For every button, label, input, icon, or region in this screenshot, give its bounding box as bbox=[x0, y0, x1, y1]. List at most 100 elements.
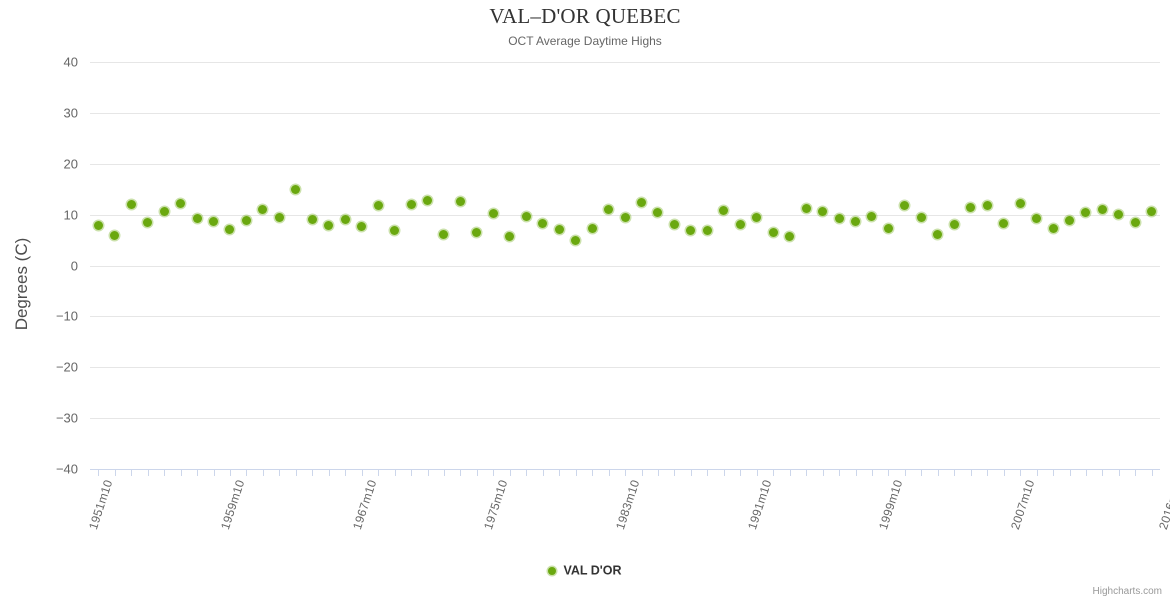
x-axis-tick bbox=[542, 469, 544, 476]
data-point[interactable] bbox=[258, 205, 268, 214]
data-point[interactable] bbox=[554, 225, 564, 235]
x-axis-tick bbox=[559, 469, 561, 476]
data-point[interactable] bbox=[669, 220, 679, 230]
data-point[interactable] bbox=[488, 208, 498, 218]
y-axis-tick-label: −20 bbox=[55, 359, 78, 375]
data-point[interactable] bbox=[719, 206, 729, 216]
data-point[interactable] bbox=[1081, 208, 1091, 218]
legend-item-val-dor[interactable]: VAL D'OR bbox=[548, 563, 622, 578]
data-point[interactable] bbox=[916, 213, 926, 223]
x-axis-tick bbox=[526, 469, 528, 476]
x-axis-tick bbox=[246, 469, 248, 476]
data-point[interactable] bbox=[752, 212, 762, 222]
data-point[interactable] bbox=[620, 212, 630, 222]
data-point[interactable] bbox=[999, 219, 1009, 229]
highcharts-credits[interactable]: Highcharts.com bbox=[1092, 586, 1162, 597]
data-point[interactable] bbox=[966, 202, 976, 212]
data-point[interactable] bbox=[900, 201, 910, 210]
data-point[interactable] bbox=[653, 208, 663, 218]
data-point[interactable] bbox=[455, 196, 465, 206]
x-axis-tick bbox=[476, 469, 478, 476]
x-axis-tick bbox=[756, 469, 758, 476]
data-point[interactable] bbox=[1097, 205, 1107, 214]
data-point[interactable] bbox=[143, 218, 153, 228]
chart-title: VAL–D'OR QUEBEC bbox=[489, 4, 681, 28]
data-point[interactable] bbox=[785, 231, 795, 241]
data-point[interactable] bbox=[801, 204, 811, 213]
data-point[interactable] bbox=[1130, 217, 1140, 227]
x-axis-tick bbox=[1020, 469, 1022, 476]
x-axis-tick bbox=[1102, 469, 1104, 476]
data-point[interactable] bbox=[225, 224, 235, 234]
data-point[interactable] bbox=[307, 215, 317, 225]
legend-marker-icon bbox=[548, 566, 557, 575]
x-axis-tick bbox=[197, 469, 198, 476]
data-point[interactable] bbox=[768, 228, 778, 238]
data-point[interactable] bbox=[505, 231, 515, 241]
data-point[interactable] bbox=[521, 212, 531, 222]
data-point[interactable] bbox=[538, 218, 548, 228]
gridline bbox=[90, 163, 1160, 165]
data-point[interactable] bbox=[241, 215, 251, 225]
data-point[interactable] bbox=[390, 225, 399, 235]
data-point[interactable] bbox=[604, 205, 613, 214]
data-point[interactable] bbox=[867, 211, 877, 221]
data-point[interactable] bbox=[834, 213, 844, 223]
data-point[interactable] bbox=[340, 215, 350, 225]
data-point[interactable] bbox=[192, 213, 202, 223]
data-point[interactable] bbox=[587, 224, 597, 234]
data-point[interactable] bbox=[110, 230, 120, 240]
data-point[interactable] bbox=[735, 220, 745, 230]
data-point[interactable] bbox=[1114, 210, 1124, 220]
data-point[interactable] bbox=[686, 226, 696, 236]
data-point[interactable] bbox=[373, 201, 383, 210]
x-axis-tick bbox=[987, 469, 989, 476]
data-point[interactable] bbox=[159, 207, 169, 217]
data-point[interactable] bbox=[126, 199, 136, 209]
data-point[interactable] bbox=[324, 220, 334, 230]
x-axis-tick bbox=[1003, 469, 1005, 476]
gridline bbox=[90, 112, 1160, 114]
data-point[interactable] bbox=[982, 201, 992, 210]
x-axis-tick bbox=[1053, 469, 1054, 476]
data-point[interactable] bbox=[423, 195, 432, 205]
x-axis-tick bbox=[674, 469, 676, 476]
x-axis-tick bbox=[213, 469, 215, 476]
data-point[interactable] bbox=[406, 199, 416, 209]
data-point[interactable] bbox=[176, 198, 185, 208]
data-point[interactable] bbox=[274, 212, 284, 222]
x-axis-tick bbox=[262, 469, 264, 476]
x-axis-tick bbox=[427, 469, 429, 476]
data-point[interactable] bbox=[1032, 214, 1041, 224]
x-axis-tick bbox=[904, 469, 906, 476]
data-point[interactable] bbox=[93, 221, 103, 231]
data-point[interactable] bbox=[949, 220, 959, 230]
data-point[interactable] bbox=[883, 224, 893, 234]
data-point[interactable] bbox=[818, 206, 827, 216]
x-axis-tick bbox=[723, 469, 725, 476]
data-point[interactable] bbox=[1065, 215, 1074, 225]
x-axis-tick bbox=[592, 469, 594, 476]
x-axis-tick bbox=[164, 469, 166, 476]
y-axis-title: Degrees (C) bbox=[12, 237, 31, 331]
x-axis-tick bbox=[411, 469, 412, 476]
chart-subtitle: OCT Average Daytime Highs bbox=[508, 34, 662, 48]
data-point[interactable] bbox=[357, 222, 367, 232]
data-point[interactable] bbox=[851, 216, 860, 226]
data-point[interactable] bbox=[1147, 207, 1157, 217]
data-point[interactable] bbox=[472, 228, 482, 238]
x-axis-tick bbox=[1036, 469, 1038, 476]
data-point[interactable] bbox=[933, 229, 943, 239]
data-point[interactable] bbox=[1015, 198, 1025, 208]
x-axis-tick bbox=[575, 469, 577, 476]
data-point[interactable] bbox=[571, 236, 581, 246]
data-point[interactable] bbox=[439, 230, 449, 239]
data-point[interactable] bbox=[209, 216, 218, 226]
data-point[interactable] bbox=[291, 185, 301, 195]
y-axis-tick-label: 20 bbox=[63, 156, 78, 172]
x-axis-tick bbox=[1118, 469, 1120, 476]
x-axis-tick bbox=[888, 469, 890, 476]
data-point[interactable] bbox=[637, 197, 646, 207]
data-point[interactable] bbox=[702, 225, 712, 235]
data-point[interactable] bbox=[1048, 224, 1058, 234]
